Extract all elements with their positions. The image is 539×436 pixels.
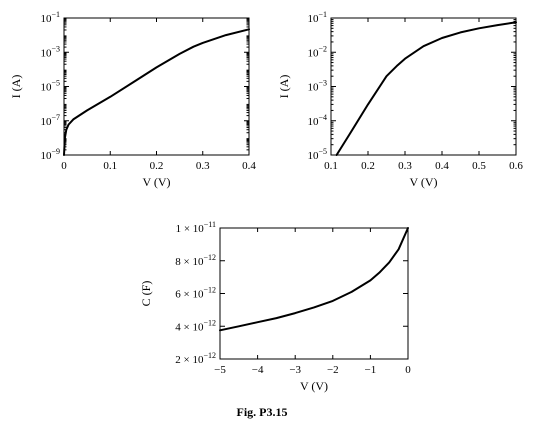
y-tick-label: 2 × 10−12	[175, 351, 216, 366]
y-axis-label: I (A)	[9, 75, 23, 99]
y-tick-label: 10−7	[40, 113, 60, 128]
series-line	[335, 21, 517, 156]
series-line	[63, 28, 250, 156]
plot-frame	[330, 17, 517, 156]
y-axis-label: C (F)	[139, 281, 153, 307]
x-tick-label: −4	[252, 364, 264, 376]
x-tick-label: 0.3	[196, 160, 210, 172]
y-axis-label: I (A)	[277, 75, 291, 99]
series-line	[219, 227, 409, 332]
x-tick-label: 0.3	[398, 160, 412, 172]
x-tick-label: 0.2	[150, 160, 164, 172]
y-tick-label: 10−3	[307, 79, 327, 94]
y-tick-label: 10−9	[40, 147, 60, 162]
x-tick-label: −5	[214, 364, 226, 376]
y-tick-label: 4 × 10−12	[175, 318, 216, 333]
x-tick-label: 0.4	[242, 160, 256, 172]
y-tick-label: 10−4	[307, 113, 327, 128]
y-tick-label: 6 × 10−12	[175, 286, 216, 301]
x-tick-label: 0.4	[435, 160, 449, 172]
x-tick-label: 0.1	[324, 160, 338, 172]
x-axis-label: V (V)	[142, 175, 170, 189]
x-axis-label: V (V)	[300, 379, 328, 393]
x-tick-label: 0.2	[361, 160, 375, 172]
plot-frame	[63, 17, 250, 156]
x-tick-label: −1	[365, 364, 377, 376]
x-tick-label: 0	[405, 364, 411, 376]
chart-iv-log-left: 0 0.1 0.2 0.3 0.4 10−9 10−7 10−5 10−3 10−1 V (V) I …	[9, 10, 256, 189]
figure-caption: Fig. P3.15	[237, 405, 288, 419]
y-tick-label: 1 × 10−11	[176, 220, 216, 235]
chart-iv-log-right: 0.1 0.2 0.3 0.4 0.5 0.610−510−410−310−210−1V …	[277, 10, 523, 189]
x-tick-label: 0	[61, 160, 67, 172]
plot-frame	[219, 227, 409, 360]
x-tick-label: 0.5	[472, 160, 486, 172]
x-tick-label: 0.1	[103, 160, 117, 172]
y-tick-label: 10−1	[307, 10, 327, 25]
y-tick-label: 10−3	[40, 44, 60, 59]
y-tick-label: 10−1	[40, 10, 60, 25]
y-tick-label: 10−2	[307, 44, 327, 59]
x-axis-label: V (V)	[409, 175, 437, 189]
x-tick-label: −2	[327, 364, 339, 376]
chart-cv-linear: −5 −4 −3 −2 −1 0 2 × 10−12 4 × 10−12 6 × 10−12 8 …	[139, 220, 411, 393]
x-tick-label: −3	[289, 364, 301, 376]
y-tick-label: 10−5	[40, 79, 60, 94]
x-tick-label: 0.6	[509, 160, 523, 172]
y-tick-label: 8 × 10−12	[175, 253, 216, 268]
